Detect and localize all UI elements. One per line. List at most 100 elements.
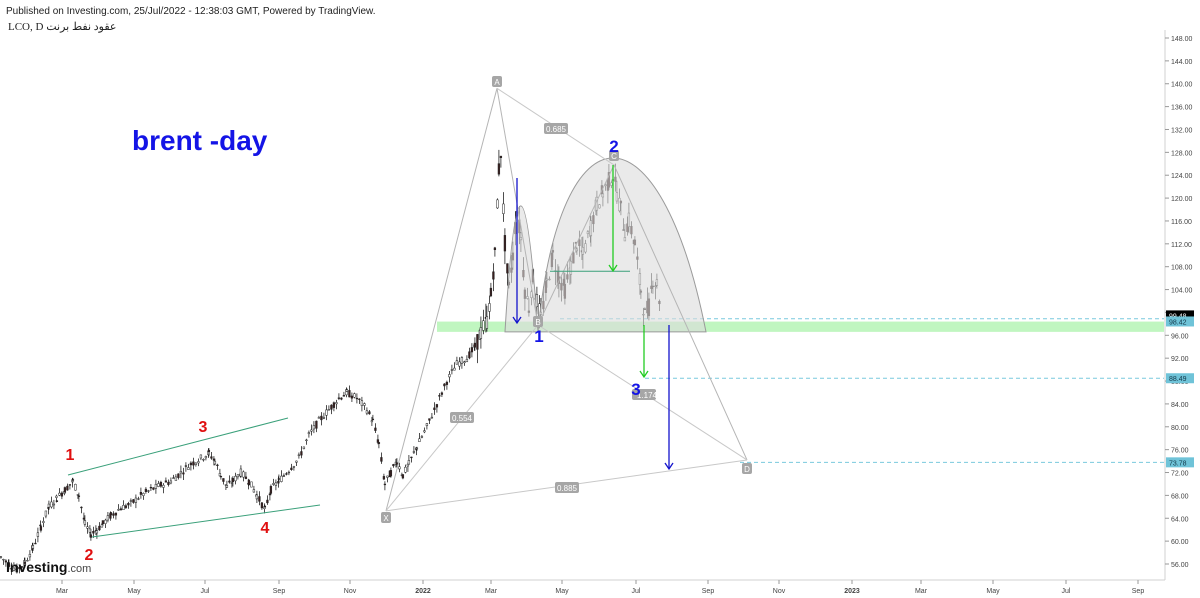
wave-label-red-4: 4 xyxy=(261,520,270,537)
candle-body xyxy=(177,473,180,478)
candle-body xyxy=(258,496,261,502)
candle-body xyxy=(179,471,183,474)
wave-label-red-3: 3 xyxy=(199,419,208,436)
candle-body xyxy=(418,438,421,442)
candle-body xyxy=(460,357,464,364)
candle-body xyxy=(455,360,459,365)
symbol-title: LCO, D عقود نفط برنت xyxy=(8,21,117,33)
candle-body xyxy=(345,389,349,392)
candle-body xyxy=(423,430,426,433)
candle-body xyxy=(266,499,269,504)
candle-body xyxy=(58,492,61,496)
y-tick-label: 68.00 xyxy=(1171,493,1189,500)
x-tick-label: Mar xyxy=(915,588,928,595)
y-tick-label: 80.00 xyxy=(1171,425,1189,432)
price-tag xyxy=(1166,373,1194,384)
candle-body xyxy=(159,481,163,487)
x-tick-label: May xyxy=(986,588,1000,595)
candle-body xyxy=(404,466,407,473)
candle-body xyxy=(382,476,386,480)
candle-body xyxy=(377,442,381,444)
candle-body xyxy=(348,390,351,398)
y-tick-label: 116.00 xyxy=(1171,219,1192,226)
candle-body xyxy=(80,506,83,509)
candle-body xyxy=(239,468,243,477)
candle-body xyxy=(7,562,11,567)
candle-body xyxy=(479,327,483,339)
candle-body xyxy=(360,400,364,406)
price-tag-label: 88.49 xyxy=(1169,376,1187,383)
candle-body xyxy=(28,553,32,558)
candle-body xyxy=(358,398,361,400)
candle-body xyxy=(228,480,231,483)
candle-body xyxy=(152,487,155,490)
candle-body xyxy=(302,446,306,449)
candle-body xyxy=(157,483,160,487)
price-tag-label: 98.42 xyxy=(1169,319,1187,326)
candle-body xyxy=(34,542,37,545)
wave-label-red-1: 1 xyxy=(66,447,75,464)
candle-body xyxy=(485,316,489,329)
x-tick-label: Sep xyxy=(702,588,715,595)
candle-body xyxy=(435,404,439,408)
candle-body xyxy=(216,464,219,467)
ratio-label: 0.685 xyxy=(546,125,567,134)
candle-body xyxy=(370,420,374,423)
candle-body xyxy=(167,482,170,485)
candle-body xyxy=(330,404,333,410)
candle-body xyxy=(39,526,43,531)
x-tick-label: Nov xyxy=(773,588,786,595)
candle-body xyxy=(92,530,95,534)
candle-body xyxy=(83,520,87,525)
wave-label-blue-1: 1 xyxy=(534,327,543,346)
candle-body xyxy=(492,271,495,280)
candle-body xyxy=(199,454,203,459)
candle-body xyxy=(353,393,356,398)
candle-body xyxy=(182,472,185,475)
candle-body xyxy=(174,476,178,481)
candle-body xyxy=(23,561,27,564)
candle-body xyxy=(247,479,251,486)
point-label-x: X xyxy=(383,514,389,523)
candle-body xyxy=(355,397,359,400)
arrow-blue-2-head xyxy=(664,462,674,471)
y-tick-label: 112.00 xyxy=(1171,242,1192,249)
candle-body xyxy=(187,467,190,470)
channel-upper-line xyxy=(67,417,289,476)
candle-body xyxy=(335,402,338,405)
candle-body xyxy=(453,367,456,371)
x-tick-label: Jul xyxy=(632,588,641,595)
candle-body xyxy=(202,459,205,461)
candle-body xyxy=(315,420,318,429)
candle-body xyxy=(106,515,110,521)
wave-label-blue-2: 2 xyxy=(609,137,618,156)
candle-body xyxy=(312,425,316,430)
candle-body xyxy=(325,409,328,416)
ratio-badge xyxy=(450,412,474,423)
candle-body xyxy=(189,462,193,466)
x-tick-label: May xyxy=(127,588,141,595)
y-tick-label: 148.00 xyxy=(1171,36,1193,43)
x-tick-label: Nov xyxy=(344,588,357,595)
candle-body xyxy=(124,505,128,508)
price-tag xyxy=(1166,457,1194,468)
price-tag xyxy=(1166,310,1194,321)
candle-body xyxy=(499,155,503,158)
candle-body xyxy=(473,342,477,348)
point-badge-b xyxy=(533,316,543,327)
candle-body xyxy=(428,418,431,421)
channel-lower-line xyxy=(91,504,321,538)
x-tick-label: May xyxy=(555,588,569,595)
y-tick-label: 140.00 xyxy=(1171,82,1193,89)
y-tick-label: 120.00 xyxy=(1171,196,1193,203)
arrow-green-2-head xyxy=(639,370,649,379)
candle-body xyxy=(263,505,267,508)
x-tick-label: Mar xyxy=(485,588,498,595)
candle-body xyxy=(219,475,223,478)
x-tick-label: Mar xyxy=(56,588,69,595)
candle-body xyxy=(443,383,446,387)
wave-label-blue-3: 3 xyxy=(631,380,640,399)
candle-body xyxy=(122,505,125,510)
candle-body xyxy=(98,525,101,531)
